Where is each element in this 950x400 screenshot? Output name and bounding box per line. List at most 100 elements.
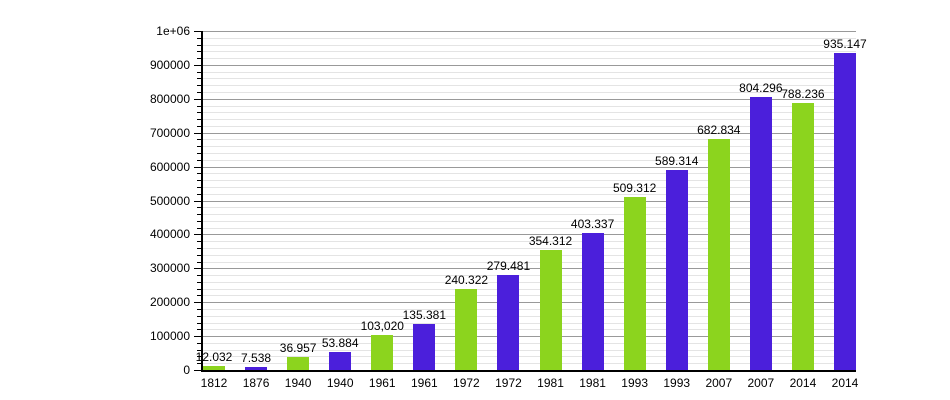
x-tick-label: 2014 (789, 376, 817, 390)
y-tick-major (194, 132, 201, 134)
y-tick-minor (197, 342, 201, 344)
bar-value-label: 103,020 (360, 319, 404, 334)
y-gridline-minor (203, 58, 856, 60)
y-tick-minor (197, 186, 201, 188)
bar-1876-blue (245, 367, 268, 370)
y-tick-minor (197, 288, 201, 290)
y-tick-label: 700000 (149, 125, 190, 140)
bar-2007-blue (749, 97, 772, 370)
y-tick-minor (197, 51, 201, 53)
y-tick-minor (197, 281, 201, 283)
y-tick-minor (197, 227, 201, 229)
y-gridline-minor (203, 342, 856, 344)
y-gridline-minor (203, 275, 856, 277)
y-tick-label: 800000 (149, 91, 190, 106)
y-gridline-minor (203, 247, 856, 249)
y-tick-minor (197, 71, 201, 73)
y-gridline-minor (203, 112, 856, 114)
x-tick-label: 1876 (242, 376, 270, 390)
y-tick-major (194, 336, 201, 338)
y-gridline-minor (203, 288, 856, 290)
y-tick-minor (197, 295, 201, 297)
y-tick-label: 1e+06 (156, 24, 190, 38)
y-tick-minor (197, 44, 201, 46)
y-gridline-major (203, 98, 856, 100)
y-tick-major (194, 200, 201, 202)
y-tick-minor (197, 153, 201, 155)
y-gridline-minor (203, 261, 856, 263)
y-gridline-major (203, 31, 856, 32)
y-gridline-major (203, 268, 856, 270)
y-gridline-minor (203, 329, 856, 331)
y-gridline-minor (203, 315, 856, 317)
bar-2007-green (707, 138, 730, 370)
y-tick-minor (197, 356, 201, 358)
y-gridline-minor (203, 214, 856, 216)
y-tick-minor (197, 275, 201, 277)
y-gridline-major (203, 132, 856, 134)
bar-value-label: 354.312 (528, 233, 573, 248)
y-gridline-minor (203, 105, 856, 107)
bar-value-label: 135.381 (402, 308, 447, 323)
y-gridline-minor (203, 180, 856, 182)
y-gridline-minor (203, 153, 856, 155)
y-tick-label: 200000 (149, 295, 190, 310)
y-gridline-minor (203, 125, 856, 127)
y-tick-minor (197, 322, 201, 324)
y-tick-minor (197, 329, 201, 331)
y-tick-label: 0 (183, 363, 190, 377)
bar-value-label: 7.538 (241, 351, 272, 366)
y-tick-minor (197, 363, 201, 365)
y-tick-minor (197, 112, 201, 114)
y-tick-minor (197, 315, 201, 317)
y-tick-minor (197, 207, 201, 209)
bar-1961-green (371, 335, 394, 370)
x-tick-label: 1961 (368, 376, 396, 390)
x-tick-label: 1940 (326, 376, 354, 390)
y-tick-minor (197, 241, 201, 243)
y-tick-minor (197, 308, 201, 310)
y-gridline-minor (203, 78, 856, 80)
y-tick-minor (197, 193, 201, 195)
bar-2014-blue (834, 52, 856, 370)
y-tick-label: 500000 (149, 193, 190, 208)
x-tick-label: 1812 (200, 376, 228, 390)
y-gridline-minor (203, 281, 856, 283)
y-gridline-minor (203, 295, 856, 297)
y-gridline-minor (203, 37, 856, 39)
y-gridline-minor (203, 241, 856, 243)
y-tick-major (194, 234, 201, 236)
x-axis-line (201, 370, 856, 372)
y-gridline-minor (203, 44, 856, 46)
y-tick-minor (197, 146, 201, 148)
y-gridline-major (203, 336, 856, 338)
y-gridline-minor (203, 220, 856, 222)
y-gridline-major (203, 200, 856, 202)
y-tick-minor (197, 105, 201, 107)
y-tick-minor (197, 139, 201, 141)
bar-value-label: 403.337 (570, 217, 615, 232)
y-gridline-minor (203, 254, 856, 256)
bar-value-label: 240.322 (444, 272, 489, 287)
y-tick-label: 100000 (149, 329, 190, 344)
bar-value-label: 589.314 (655, 154, 699, 169)
y-tick-minor (197, 58, 201, 60)
bar-1981-blue (581, 233, 604, 370)
bar-1812-green (203, 365, 225, 370)
y-tick-major (194, 268, 201, 270)
y-tick-minor (197, 261, 201, 263)
bar-value-label: 682.834 (697, 122, 741, 137)
y-gridline-minor (203, 349, 856, 351)
bar-1993-green (623, 197, 646, 370)
bar-value-label: 279.481 (486, 259, 531, 274)
y-gridline-minor (203, 356, 856, 358)
y-gridline-minor (203, 322, 856, 324)
y-tick-minor (197, 254, 201, 256)
y-gridline-minor (203, 119, 856, 121)
y-gridline-major (203, 302, 856, 304)
y-gridline-minor (203, 193, 856, 195)
y-tick-minor (197, 119, 201, 121)
bar-value-label: 788.236 (781, 86, 825, 101)
y-gridline-major (203, 234, 856, 236)
y-gridline-minor (203, 92, 856, 94)
